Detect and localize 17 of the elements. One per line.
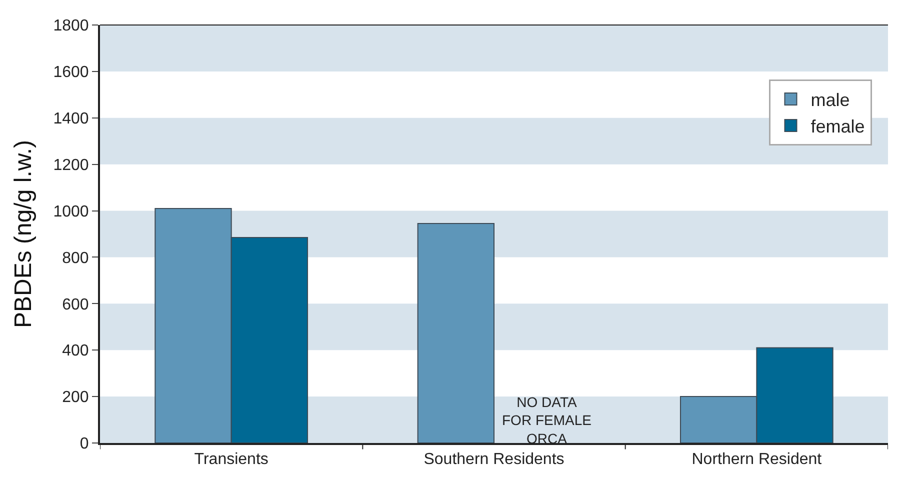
y-tick-label: 600	[62, 296, 89, 314]
legend-label: female	[810, 116, 865, 136]
y-tick-label: 800	[62, 250, 89, 267]
bar	[417, 223, 494, 443]
y-tick-label: 0	[80, 436, 89, 453]
y-tick-label: 1600	[53, 64, 89, 82]
y-tick-label: 200	[62, 389, 89, 406]
x-tick-label: Southern Residents	[424, 451, 564, 468]
y-axis-title: PBDEs (ng/g l.w.)	[10, 140, 37, 328]
x-tick-label: Transients	[194, 451, 268, 468]
y-tick-label: 1200	[53, 156, 89, 174]
y-tick-label: 1000	[53, 203, 89, 220]
y-tick-label: 1400	[53, 110, 89, 128]
y-tick-label: 1800	[53, 18, 89, 35]
legend-label: male	[810, 90, 850, 110]
y-tick-label: 400	[62, 342, 89, 360]
x-tick-label: Northern Resident	[692, 451, 822, 468]
